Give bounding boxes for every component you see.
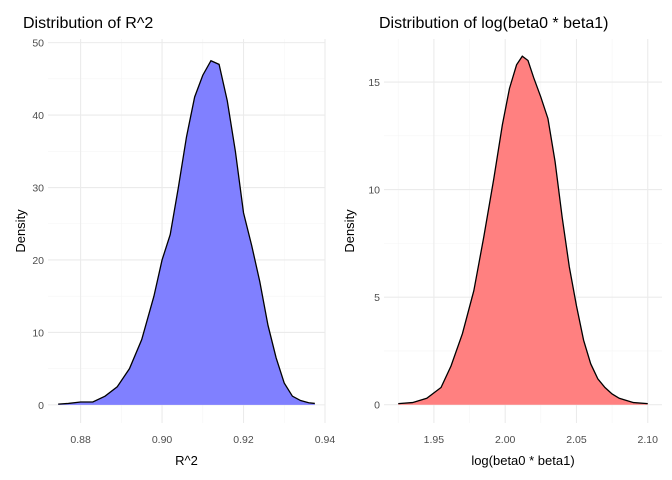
chart-title: Distribution of R^2 xyxy=(23,15,153,32)
y-tick-label: 10 xyxy=(32,327,44,339)
y-axis-title: Density xyxy=(342,209,357,253)
y-tick-labels: 0 10 20 30 40 50 xyxy=(32,38,44,412)
y-tick-label: 50 xyxy=(32,38,44,50)
panel-r-squared: 0.88 0.90 0.92 0.94 0 10 20 30 40 50 Distributio… xyxy=(13,15,335,468)
density-area xyxy=(58,60,315,405)
density-layer xyxy=(58,59,315,405)
y-tick-label: 20 xyxy=(32,255,44,267)
x-tick-labels: 0.88 0.90 0.92 0.94 xyxy=(70,434,335,446)
y-tick-label: 5 xyxy=(374,292,380,304)
x-tick-label: 0.94 xyxy=(315,434,336,446)
y-axis-title: Density xyxy=(13,209,28,253)
chart-title: Distribution of log(beta0 * beta1) xyxy=(379,15,608,32)
y-tick-label: 0 xyxy=(374,400,380,412)
panel-log-beta-product: 1.95 2.00 2.05 2.10 0 5 10 15 Distribution of … xyxy=(342,15,662,468)
y-tick-labels: 0 5 10 15 xyxy=(368,77,380,412)
y-tick-label: 15 xyxy=(368,77,380,89)
y-tick-label: 30 xyxy=(32,183,44,195)
density-area xyxy=(398,56,648,405)
x-tick-label: 2.10 xyxy=(638,434,659,446)
x-tick-label: 1.95 xyxy=(424,434,445,446)
x-tick-label: 0.90 xyxy=(152,434,173,446)
density-line xyxy=(398,55,648,405)
y-tick-label: 40 xyxy=(32,110,44,122)
density-layer xyxy=(398,55,648,405)
x-tick-label: 2.00 xyxy=(495,434,516,446)
x-tick-label: 0.88 xyxy=(70,434,91,446)
x-axis-title: log(beta0 * beta1) xyxy=(471,453,574,468)
y-tick-label: 10 xyxy=(368,185,380,197)
x-axis-title: R^2 xyxy=(175,453,198,468)
x-tick-label: 2.05 xyxy=(566,434,587,446)
x-tick-labels: 1.95 2.00 2.05 2.10 xyxy=(424,434,658,446)
density-line xyxy=(58,59,315,405)
y-tick-label: 0 xyxy=(38,400,44,412)
x-tick-label: 0.92 xyxy=(233,434,254,446)
